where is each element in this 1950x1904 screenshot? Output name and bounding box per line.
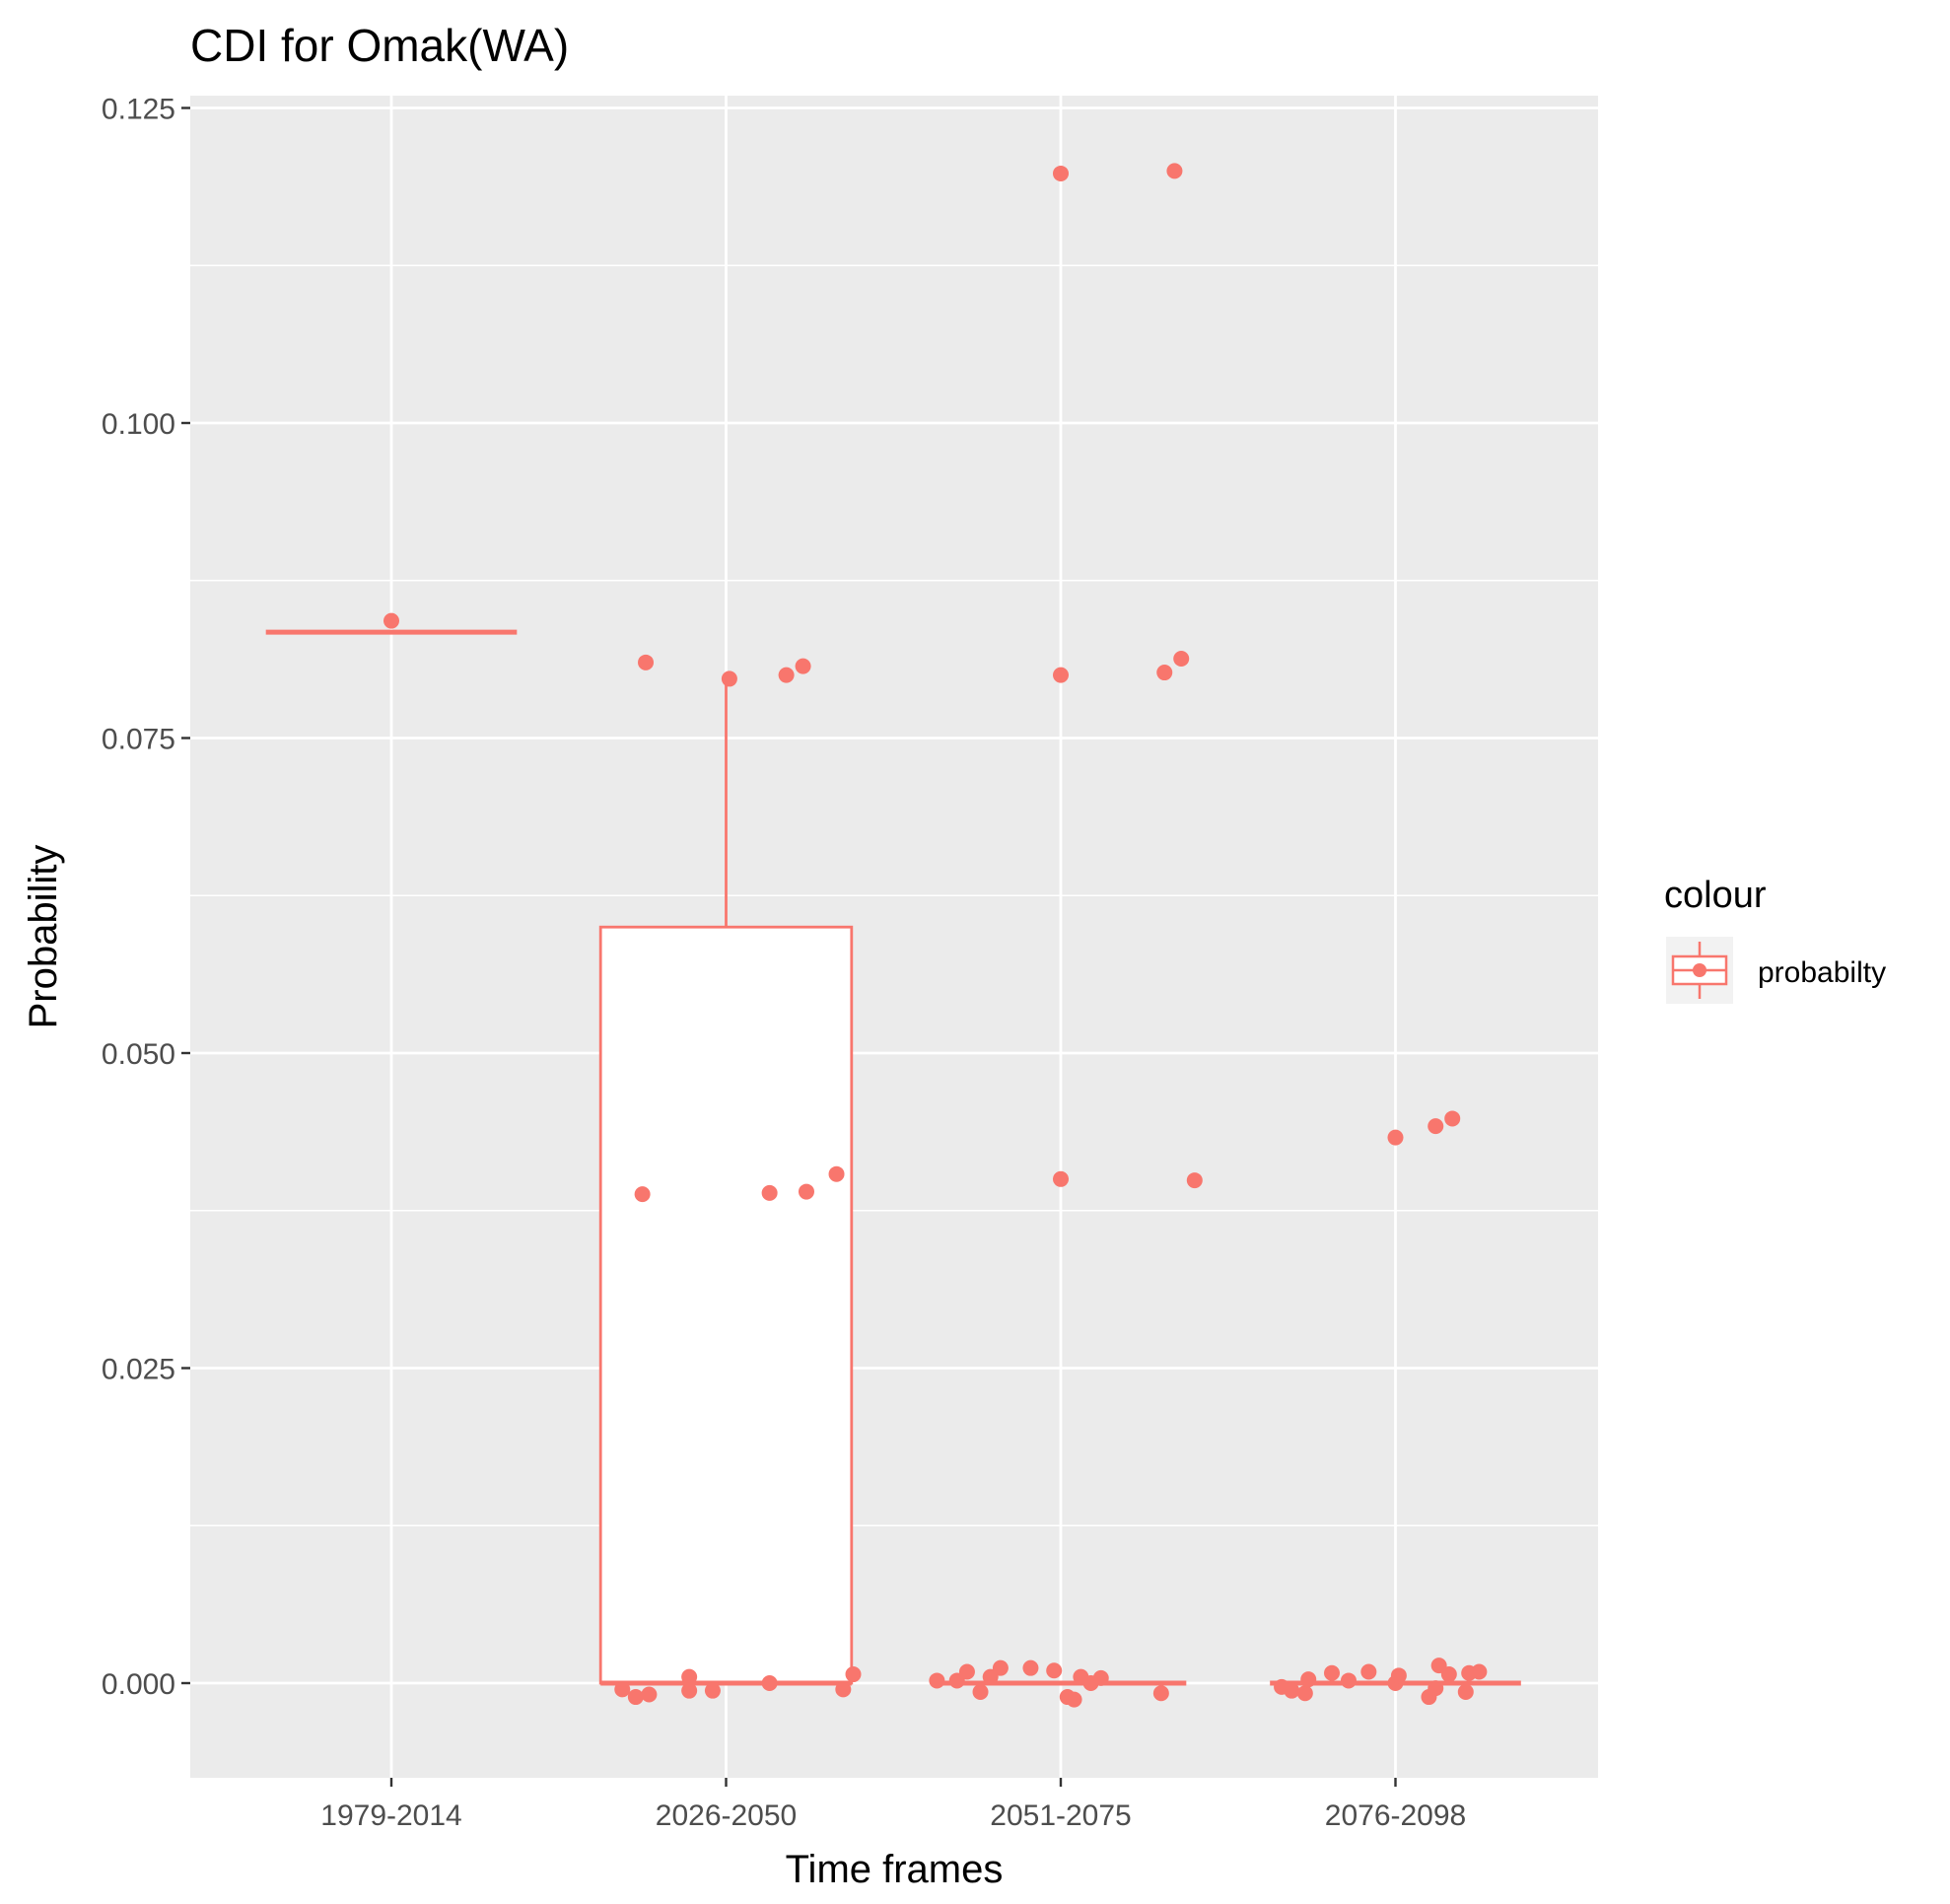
plot-panel: [190, 96, 1598, 1778]
boxes: [265, 629, 1521, 1686]
data-point: [1428, 1680, 1444, 1697]
data-point: [1156, 665, 1173, 681]
y-tick-label: 0.050: [102, 1038, 175, 1071]
data-point: [638, 654, 655, 670]
legend-label-probabilty: probabilty: [1758, 956, 1886, 989]
data-point: [1066, 1691, 1082, 1708]
data-point: [1323, 1664, 1340, 1681]
data-point: [641, 1686, 658, 1703]
data-point: [778, 667, 795, 683]
data-point: [681, 1668, 698, 1685]
y-tick-label: 0.125: [102, 94, 175, 126]
y-axis: 0.000 0.025 0.050 0.075 0.100 0.125: [102, 94, 190, 1701]
data-point: [1166, 163, 1183, 179]
data-point: [681, 1682, 698, 1699]
data-point: [1360, 1663, 1377, 1680]
data-point: [1173, 650, 1190, 667]
data-point: [1284, 1682, 1300, 1699]
box-body: [598, 925, 854, 1685]
data-point: [614, 1681, 631, 1698]
y-tick-label: 0.100: [102, 408, 175, 441]
data-point: [1387, 1129, 1404, 1146]
chart-title: CDI for Omak(WA): [190, 20, 569, 71]
data-point: [1390, 1667, 1407, 1684]
data-point: [1471, 1663, 1488, 1680]
data-point: [1152, 1685, 1169, 1702]
data-point: [704, 1682, 721, 1699]
grid-major: [190, 96, 1598, 1778]
legend-key-glyph: [1671, 942, 1728, 999]
y-tick-label: 0.075: [102, 724, 175, 756]
data-point: [1428, 1118, 1444, 1135]
data-point: [958, 1663, 975, 1680]
y-axis-title: Probability: [22, 845, 65, 1029]
data-point: [1300, 1671, 1317, 1688]
data-point: [634, 1186, 651, 1203]
data-point: [383, 612, 399, 629]
x-tick-label: 2076-2098: [1325, 1799, 1466, 1832]
data-point: [1046, 1662, 1063, 1679]
data-point: [972, 1683, 989, 1700]
y-tick-label: 0.025: [102, 1354, 175, 1386]
data-point: [1022, 1659, 1039, 1676]
data-point: [761, 1184, 778, 1201]
data-point: [929, 1672, 945, 1689]
x-tick-label: 2026-2050: [656, 1799, 797, 1832]
x-axis-title: Time frames: [786, 1848, 1004, 1891]
x-tick-label: 2051-2075: [990, 1799, 1131, 1832]
x-axis: 1979-2014 2026-2050 2051-2075 2076-2098: [320, 1778, 1466, 1832]
data-point: [1444, 1110, 1461, 1127]
data-point: [1186, 1172, 1203, 1189]
data-point: [845, 1666, 862, 1683]
grid-minor: [190, 264, 1598, 1526]
data-point: [1340, 1672, 1357, 1689]
data-point: [1457, 1683, 1474, 1700]
data-point: [992, 1659, 1009, 1676]
y-tick-label: 0.000: [102, 1668, 175, 1701]
legend-title: colour: [1664, 875, 1767, 916]
data-point: [761, 1675, 778, 1691]
data-point: [1440, 1666, 1457, 1683]
data-point: [1053, 165, 1069, 181]
x-tick-label: 1979-2014: [320, 1799, 461, 1832]
data-point: [795, 658, 811, 674]
points: [383, 163, 1488, 1708]
data-point: [1296, 1685, 1313, 1702]
data-point: [828, 1165, 845, 1182]
legend-key-point: [1693, 963, 1706, 977]
data-point: [798, 1183, 814, 1200]
data-point: [835, 1681, 852, 1698]
data-point: [721, 670, 737, 687]
data-point: [627, 1689, 644, 1706]
data-point: [1053, 1170, 1069, 1187]
data-point: [1053, 667, 1069, 683]
legend: colour probabilty: [1664, 875, 1886, 1004]
data-point: [1092, 1669, 1109, 1686]
